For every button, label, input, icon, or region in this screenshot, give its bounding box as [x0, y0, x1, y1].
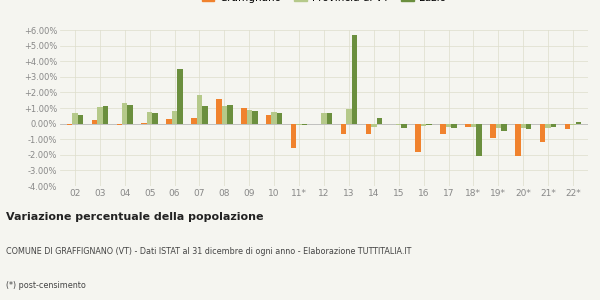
- Bar: [271, 112, 277, 124]
- Bar: [341, 124, 346, 134]
- Bar: [172, 111, 178, 124]
- Bar: [77, 115, 83, 124]
- Bar: [296, 124, 302, 125]
- Bar: [247, 110, 252, 124]
- Bar: [72, 113, 77, 124]
- Bar: [191, 118, 197, 124]
- Bar: [490, 124, 496, 138]
- Bar: [465, 124, 470, 127]
- Bar: [122, 103, 127, 124]
- Bar: [92, 120, 97, 124]
- Bar: [371, 124, 377, 127]
- Bar: [526, 124, 532, 129]
- Bar: [521, 124, 526, 128]
- Bar: [421, 124, 427, 126]
- Bar: [103, 106, 108, 124]
- Bar: [501, 124, 506, 131]
- Bar: [127, 105, 133, 124]
- Bar: [571, 124, 576, 125]
- Text: (*) post-censimento: (*) post-censimento: [6, 280, 86, 290]
- Legend: Graffignano, Provincia di VT, Lazio: Graffignano, Provincia di VT, Lazio: [198, 0, 450, 7]
- Bar: [396, 124, 401, 125]
- Bar: [197, 95, 202, 124]
- Bar: [440, 124, 446, 134]
- Bar: [346, 109, 352, 124]
- Bar: [576, 122, 581, 124]
- Bar: [241, 108, 247, 124]
- Text: Variazione percentuale della popolazione: Variazione percentuale della popolazione: [6, 212, 263, 221]
- Bar: [427, 124, 432, 125]
- Bar: [401, 124, 407, 128]
- Text: COMUNE DI GRAFFIGNANO (VT) - Dati ISTAT al 31 dicembre di ogni anno - Elaborazio: COMUNE DI GRAFFIGNANO (VT) - Dati ISTAT …: [6, 248, 412, 256]
- Bar: [166, 119, 172, 124]
- Bar: [476, 124, 482, 156]
- Bar: [252, 111, 257, 124]
- Bar: [451, 124, 457, 128]
- Bar: [178, 69, 183, 124]
- Bar: [202, 106, 208, 124]
- Bar: [470, 124, 476, 127]
- Bar: [116, 124, 122, 125]
- Bar: [365, 124, 371, 134]
- Bar: [277, 113, 283, 124]
- Bar: [67, 124, 72, 125]
- Bar: [227, 105, 233, 124]
- Bar: [97, 107, 103, 124]
- Bar: [515, 124, 521, 156]
- Bar: [446, 124, 451, 127]
- Bar: [496, 124, 501, 128]
- Bar: [565, 124, 571, 129]
- Bar: [291, 124, 296, 148]
- Bar: [377, 118, 382, 124]
- Bar: [540, 124, 545, 142]
- Bar: [302, 124, 307, 125]
- Bar: [551, 124, 556, 127]
- Bar: [266, 115, 271, 124]
- Bar: [321, 113, 327, 124]
- Bar: [147, 112, 152, 124]
- Bar: [216, 99, 221, 124]
- Bar: [327, 113, 332, 124]
- Bar: [352, 35, 357, 124]
- Bar: [152, 113, 158, 124]
- Bar: [142, 123, 147, 124]
- Bar: [545, 124, 551, 128]
- Bar: [415, 124, 421, 152]
- Bar: [221, 106, 227, 124]
